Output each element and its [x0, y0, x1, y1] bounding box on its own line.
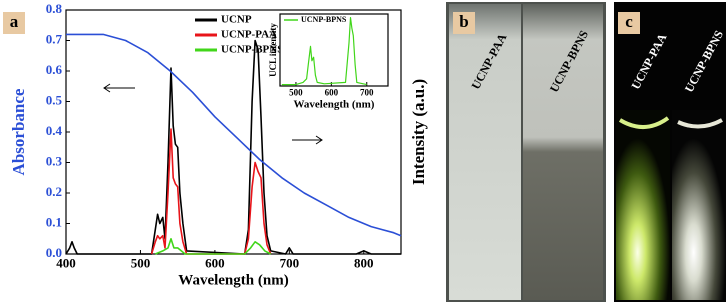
- vial: [523, 4, 603, 300]
- panel-label-box: [3, 12, 25, 34]
- plot-frame: [279, 13, 389, 87]
- panel-label-box: [618, 12, 640, 34]
- panel-label: c: [625, 12, 633, 31]
- meniscus: [618, 116, 670, 129]
- y-tick-label: 0.7: [46, 31, 63, 46]
- legend-label: UCNP-BPNS: [301, 15, 347, 24]
- x-tick-label: 500: [289, 87, 303, 97]
- y-axis-label: Absorbance: [9, 88, 28, 175]
- x-tick-label: 500: [131, 255, 151, 270]
- panel-label: a: [10, 12, 19, 31]
- y-tick-label: 0.2: [46, 184, 62, 199]
- vial-glow: [616, 110, 670, 300]
- legend-label: UCNP-PAA: [221, 29, 277, 41]
- y-tick-label: 0.5: [46, 92, 63, 107]
- x-tick-label: 700: [280, 255, 300, 270]
- x-axis-label: Wavelength (nm): [294, 98, 375, 110]
- y-axis-label: UCL intensity: [268, 23, 278, 77]
- arrow: [292, 135, 323, 145]
- vial: [449, 4, 521, 300]
- y-tick-label: 0.3: [46, 153, 63, 168]
- x-tick-label: 700: [360, 87, 374, 97]
- vial-glow: [672, 110, 726, 300]
- panel-label: b: [459, 12, 468, 31]
- panel-label-box: [453, 12, 475, 34]
- x-tick-label: 800: [354, 255, 374, 270]
- y-tick-label: 0.6: [46, 62, 63, 77]
- y-tick-label: 0.4: [46, 123, 63, 138]
- x-tick-label: 600: [205, 255, 225, 270]
- series-line: [150, 128, 272, 255]
- series-line: [281, 17, 367, 86]
- y-tick-label: 0.1: [46, 214, 62, 229]
- legend-label: UCNP-BPNS: [221, 44, 283, 56]
- series-line: [66, 33, 402, 237]
- series-line: [154, 238, 272, 255]
- y2-axis-label: Intensity (a.u.): [409, 79, 428, 185]
- y-tick-label: 0.8: [46, 1, 63, 16]
- x-axis-label: Wavelength (nm): [178, 273, 288, 289]
- arrow: [103, 83, 135, 93]
- series-line: [65, 39, 401, 255]
- x-tick-label: 600: [325, 87, 339, 97]
- x-tick-label: 400: [56, 255, 76, 270]
- legend-label: UCNP: [221, 14, 252, 26]
- photos: [446, 2, 726, 302]
- meniscus: [677, 118, 723, 129]
- y-tick-label: 0.0: [46, 245, 62, 260]
